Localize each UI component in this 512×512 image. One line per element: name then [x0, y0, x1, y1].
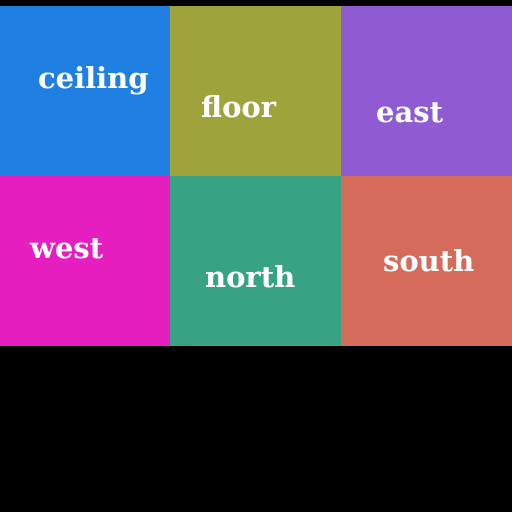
tile-south[interactable]: south — [341, 176, 512, 346]
tile-label-ceiling: ceiling — [38, 61, 149, 95]
tile-label-north: north — [205, 260, 296, 294]
tile-east[interactable]: east — [341, 6, 512, 176]
tile-floor[interactable]: floor — [170, 6, 341, 176]
tile-label-south: south — [383, 244, 475, 278]
color-tile-grid: ceiling floor east west north south — [0, 6, 512, 346]
tile-label-east: east — [376, 95, 443, 129]
tile-label-floor: floor — [201, 90, 277, 124]
tile-label-west: west — [30, 231, 104, 265]
tile-north[interactable]: north — [170, 176, 341, 346]
tile-ceiling[interactable]: ceiling — [0, 6, 170, 176]
tile-west[interactable]: west — [0, 176, 170, 346]
